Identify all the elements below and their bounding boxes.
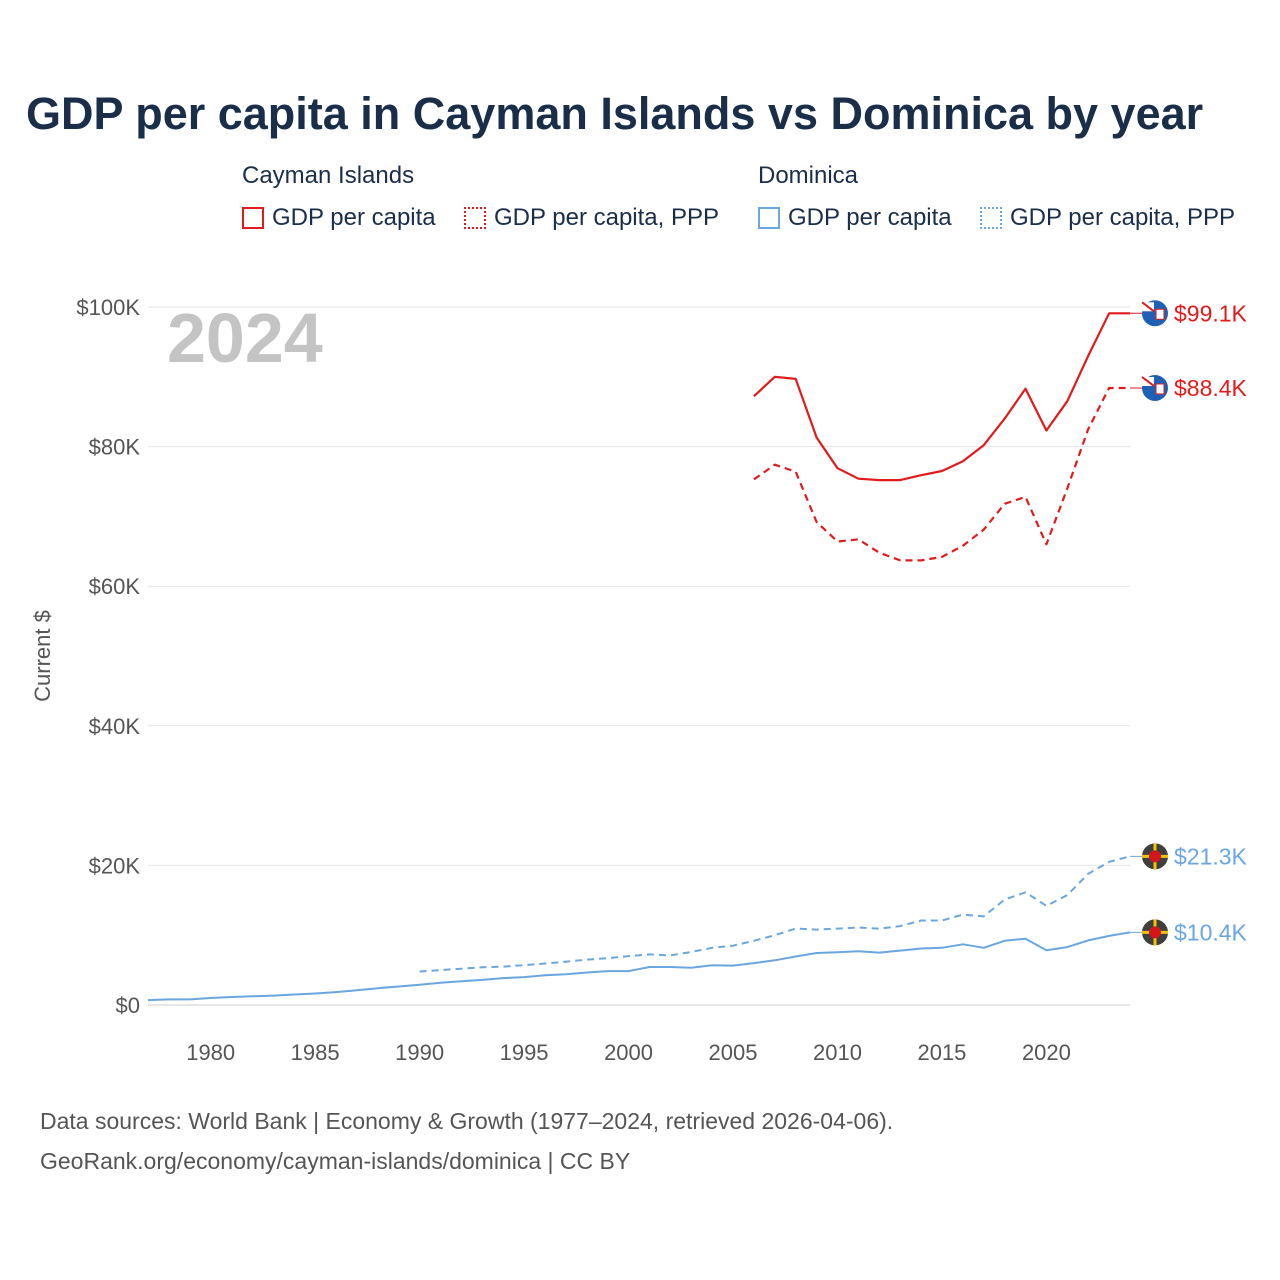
x-tick-label: 2015 [917, 1040, 966, 1065]
legend-swatch-dotted-blue [980, 207, 1002, 229]
y-axis-label: Current $ [30, 610, 55, 702]
footer-link[interactable]: GeoRank.org/economy/cayman-islands/domin… [40, 1148, 631, 1174]
series-end-label: $21.3K [1174, 843, 1248, 869]
series-line [753, 312, 1130, 482]
series-line [147, 931, 1131, 1002]
legend-item-dominica-gdp-ppp[interactable]: GDP per capita, PPP [980, 203, 1235, 233]
x-tick-label: 2010 [813, 1040, 862, 1065]
cayman-flag-shield [1155, 383, 1165, 395]
x-tick-label: 2000 [604, 1040, 653, 1065]
y-tick-label: $40K [89, 714, 141, 739]
y-tick-label: $60K [89, 574, 141, 599]
y-tick-label: $20K [89, 853, 141, 878]
legend-swatch-solid-red [242, 207, 264, 229]
series-line [419, 855, 1131, 973]
legend-label: GDP per capita, PPP [494, 204, 719, 231]
cayman-flag-cross [1141, 301, 1155, 313]
x-tick-label: 1990 [395, 1040, 444, 1065]
year-watermark: 2024 [167, 299, 323, 377]
legend-swatch-dotted-red [464, 207, 486, 229]
x-tick-label: 2020 [1022, 1040, 1071, 1065]
legend-item-cayman-gdp[interactable]: GDP per capita [242, 203, 436, 233]
y-tick-label: $80K [89, 435, 141, 460]
footer-sources: Data sources: World Bank | Economy & Gro… [40, 1108, 894, 1134]
legend-label: GDP per capita [272, 204, 436, 231]
legend-group-dominica: Dominica [758, 162, 859, 189]
series-end-label: $99.1K [1174, 300, 1248, 326]
legend-label: GDP per capita [788, 204, 952, 231]
x-tick-label: 1995 [500, 1040, 549, 1065]
cayman-flag-cross [1141, 376, 1155, 387]
series-end-label: $88.4K [1174, 375, 1248, 401]
legend-item-dominica-gdp[interactable]: GDP per capita [758, 203, 952, 233]
x-tick-label: 1985 [291, 1040, 340, 1065]
x-tick-label: 2005 [709, 1040, 758, 1065]
x-tick-label: 1980 [186, 1040, 235, 1065]
chart-title: GDP per capita in Cayman Islands vs Domi… [26, 88, 1204, 139]
dominica-flag-disc [1149, 850, 1161, 863]
series-line [753, 386, 1130, 562]
y-tick-label: $100K [76, 295, 140, 320]
legend-swatch-solid-blue [758, 207, 780, 229]
cayman-flag-shield [1155, 308, 1165, 320]
y-tick-label: $0 [116, 993, 140, 1018]
legend-group-cayman-islands: Cayman Islands [242, 162, 415, 189]
legend-item-cayman-gdp-ppp[interactable]: GDP per capita, PPP [464, 203, 719, 233]
dominica-flag-disc [1149, 926, 1161, 939]
legend-label: GDP per capita, PPP [1010, 204, 1235, 231]
series-end-label: $10.4K [1174, 919, 1248, 945]
